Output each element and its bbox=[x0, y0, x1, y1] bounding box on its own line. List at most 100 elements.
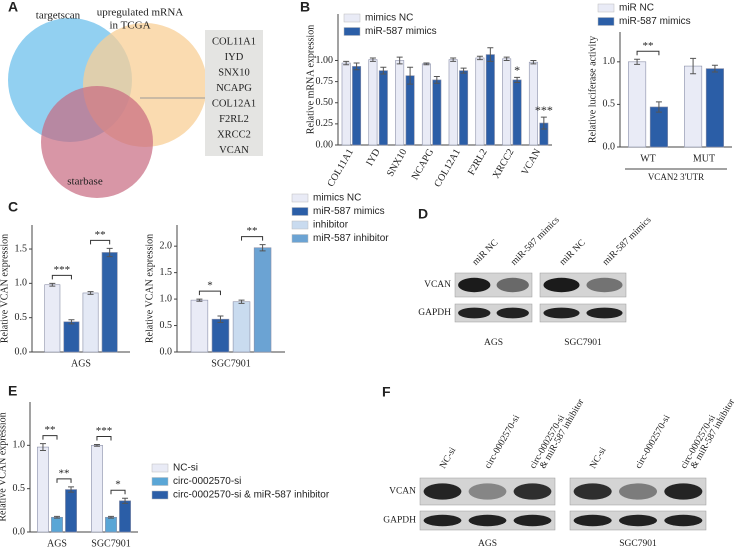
blot-band bbox=[468, 514, 507, 527]
significance-label: ** bbox=[247, 225, 258, 237]
error-bar bbox=[54, 515, 60, 519]
venn-label: upregulated mRNA bbox=[97, 7, 184, 19]
x-tick-label: F2RL2 bbox=[466, 147, 490, 177]
error-bar-line bbox=[343, 60, 350, 66]
y-tick-label: 1.0 bbox=[13, 440, 26, 451]
legend-swatch bbox=[151, 490, 169, 500]
significance-bracket bbox=[96, 435, 112, 441]
error-bar bbox=[106, 247, 113, 258]
x-tick-label: SGC7901 bbox=[91, 538, 130, 549]
error-bar-line bbox=[108, 515, 114, 519]
error-bar-line bbox=[711, 64, 718, 73]
error-bar-line bbox=[380, 66, 387, 75]
error-bar-line bbox=[49, 282, 56, 287]
significance-bracket bbox=[42, 435, 58, 440]
bar bbox=[211, 318, 230, 353]
bar bbox=[368, 59, 378, 146]
venn-label: in TCGA bbox=[109, 20, 150, 32]
error-bar-line bbox=[514, 76, 521, 83]
lane-label: NC-si bbox=[438, 446, 458, 471]
lane-label: NC-si bbox=[588, 446, 608, 471]
legend-swatch bbox=[597, 17, 615, 26]
bar bbox=[421, 63, 431, 146]
bar bbox=[405, 75, 415, 146]
bar bbox=[101, 252, 118, 353]
bar bbox=[512, 79, 522, 146]
y-axis-label: Relative VCAN expression bbox=[0, 412, 8, 521]
y-tick-label: 0.0 bbox=[160, 346, 173, 357]
blot-row-label: VCAN bbox=[424, 280, 451, 290]
legend-swatch bbox=[291, 193, 309, 203]
x-tick-label: AGS bbox=[47, 538, 67, 549]
error-bar-line bbox=[460, 67, 467, 74]
blot-row-label: VCAN bbox=[389, 487, 416, 497]
blot-band bbox=[458, 307, 491, 319]
bar bbox=[502, 58, 512, 146]
legend-label: miR-587 inhibitor bbox=[313, 233, 389, 244]
lane-label: miR-587 mimics bbox=[601, 215, 654, 268]
legend-label: NC-si bbox=[173, 463, 198, 474]
error-bar bbox=[530, 59, 537, 65]
bar bbox=[705, 68, 724, 148]
gene: IYD bbox=[225, 52, 244, 63]
lane-label: & miR-587 inhibitor bbox=[689, 397, 737, 471]
panel-label: E bbox=[8, 383, 17, 399]
y-axis-label: Relative mRNA expression bbox=[305, 25, 316, 134]
error-bar bbox=[460, 67, 467, 74]
legend-swatch bbox=[343, 27, 361, 36]
gene: F2RL2 bbox=[219, 114, 249, 125]
error-bar bbox=[68, 319, 75, 325]
cell-line-label: SGC7901 bbox=[619, 539, 657, 549]
bar bbox=[341, 62, 351, 146]
error-bar bbox=[39, 443, 46, 452]
error-bar-line bbox=[423, 62, 430, 66]
bar bbox=[485, 54, 495, 146]
error-bar-line bbox=[487, 47, 494, 62]
blot-band bbox=[586, 277, 623, 293]
gene: XRCC2 bbox=[217, 129, 251, 140]
significance-bracket bbox=[198, 290, 221, 296]
error-bar bbox=[122, 497, 129, 504]
blot-band bbox=[458, 277, 491, 293]
legend-label: mimics NC bbox=[365, 13, 413, 24]
significance-bracket bbox=[110, 489, 126, 495]
blot-band bbox=[423, 483, 462, 500]
bar bbox=[44, 284, 61, 353]
legend-label: circ-0002570-si & miR-587 inhibitor bbox=[173, 490, 330, 501]
y-axis-label: Relative VCAN expression bbox=[144, 234, 155, 343]
legend-swatch bbox=[291, 220, 309, 230]
error-bar bbox=[49, 282, 56, 287]
significance-label: *** bbox=[96, 425, 113, 437]
error-bar bbox=[396, 56, 403, 65]
bar bbox=[432, 79, 442, 146]
error-bar-line bbox=[530, 59, 537, 65]
error-bar-line bbox=[54, 515, 60, 519]
legend-label: inhibitor bbox=[313, 220, 349, 231]
x-tick-label: SGC7901 bbox=[211, 358, 250, 369]
y-tick-label: 1.0 bbox=[603, 56, 616, 67]
error-bar-line bbox=[122, 497, 129, 504]
venn-label: starbase bbox=[67, 176, 103, 188]
legend-label: mimics NC bbox=[313, 193, 361, 204]
significance-label: * bbox=[115, 479, 121, 491]
error-bar bbox=[380, 66, 387, 75]
venn-circle bbox=[41, 86, 153, 198]
error-bar-line bbox=[93, 443, 100, 447]
legend-swatch bbox=[291, 207, 309, 216]
x-tick-label: COL12A1 bbox=[432, 147, 463, 189]
error-bar bbox=[503, 56, 510, 61]
error-bar bbox=[259, 244, 266, 252]
error-bar-line bbox=[407, 66, 414, 85]
panel-label: B bbox=[300, 0, 310, 15]
error-bar bbox=[196, 298, 203, 302]
blot-band bbox=[496, 277, 529, 293]
bar bbox=[91, 445, 103, 533]
y-tick-label: 1.5 bbox=[15, 243, 28, 254]
gene-box bbox=[205, 30, 263, 156]
legend-label: circ-0002570-si bbox=[173, 476, 241, 487]
legend-swatch bbox=[151, 477, 169, 486]
significance-label: ** bbox=[95, 229, 106, 241]
y-tick-label: 0.50 bbox=[316, 97, 334, 108]
blot-band bbox=[618, 483, 658, 500]
